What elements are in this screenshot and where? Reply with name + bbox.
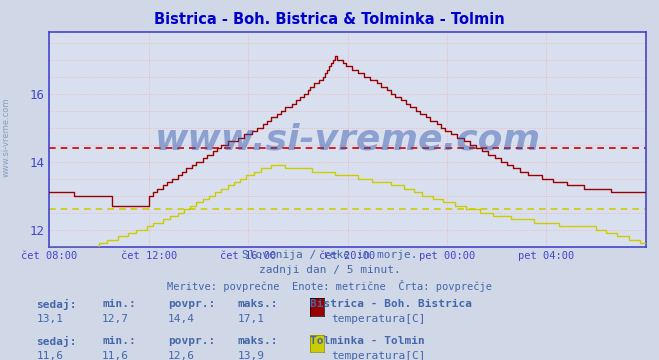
Text: 12,6: 12,6: [168, 351, 195, 360]
Text: 13,9: 13,9: [237, 351, 264, 360]
Text: Meritve: povprečne  Enote: metrične  Črta: povprečje: Meritve: povprečne Enote: metrične Črta:…: [167, 280, 492, 292]
Text: povpr.:: povpr.:: [168, 336, 215, 346]
Text: Bistrica - Boh. Bistrica & Tolminka - Tolmin: Bistrica - Boh. Bistrica & Tolminka - To…: [154, 12, 505, 27]
Text: sedaj:: sedaj:: [36, 336, 76, 347]
Text: min.:: min.:: [102, 299, 136, 309]
Text: min.:: min.:: [102, 336, 136, 346]
Text: 14,4: 14,4: [168, 314, 195, 324]
Text: zadnji dan / 5 minut.: zadnji dan / 5 minut.: [258, 265, 401, 275]
Text: Slovenija / reke in morje.: Slovenija / reke in morje.: [242, 250, 417, 260]
Text: maks.:: maks.:: [237, 299, 277, 309]
Text: 11,6: 11,6: [102, 351, 129, 360]
Text: Bistrica - Boh. Bistrica: Bistrica - Boh. Bistrica: [310, 299, 472, 309]
Text: 13,1: 13,1: [36, 314, 63, 324]
Text: 11,6: 11,6: [36, 351, 63, 360]
Text: temperatura[C]: temperatura[C]: [331, 351, 426, 360]
Text: temperatura[C]: temperatura[C]: [331, 314, 426, 324]
Text: povpr.:: povpr.:: [168, 299, 215, 309]
Text: Tolminka - Tolmin: Tolminka - Tolmin: [310, 336, 424, 346]
Text: sedaj:: sedaj:: [36, 299, 76, 310]
Text: www.si-vreme.com: www.si-vreme.com: [155, 122, 540, 157]
Text: 17,1: 17,1: [237, 314, 264, 324]
Text: maks.:: maks.:: [237, 336, 277, 346]
Text: www.si-vreme.com: www.si-vreme.com: [2, 97, 11, 176]
Text: 12,7: 12,7: [102, 314, 129, 324]
